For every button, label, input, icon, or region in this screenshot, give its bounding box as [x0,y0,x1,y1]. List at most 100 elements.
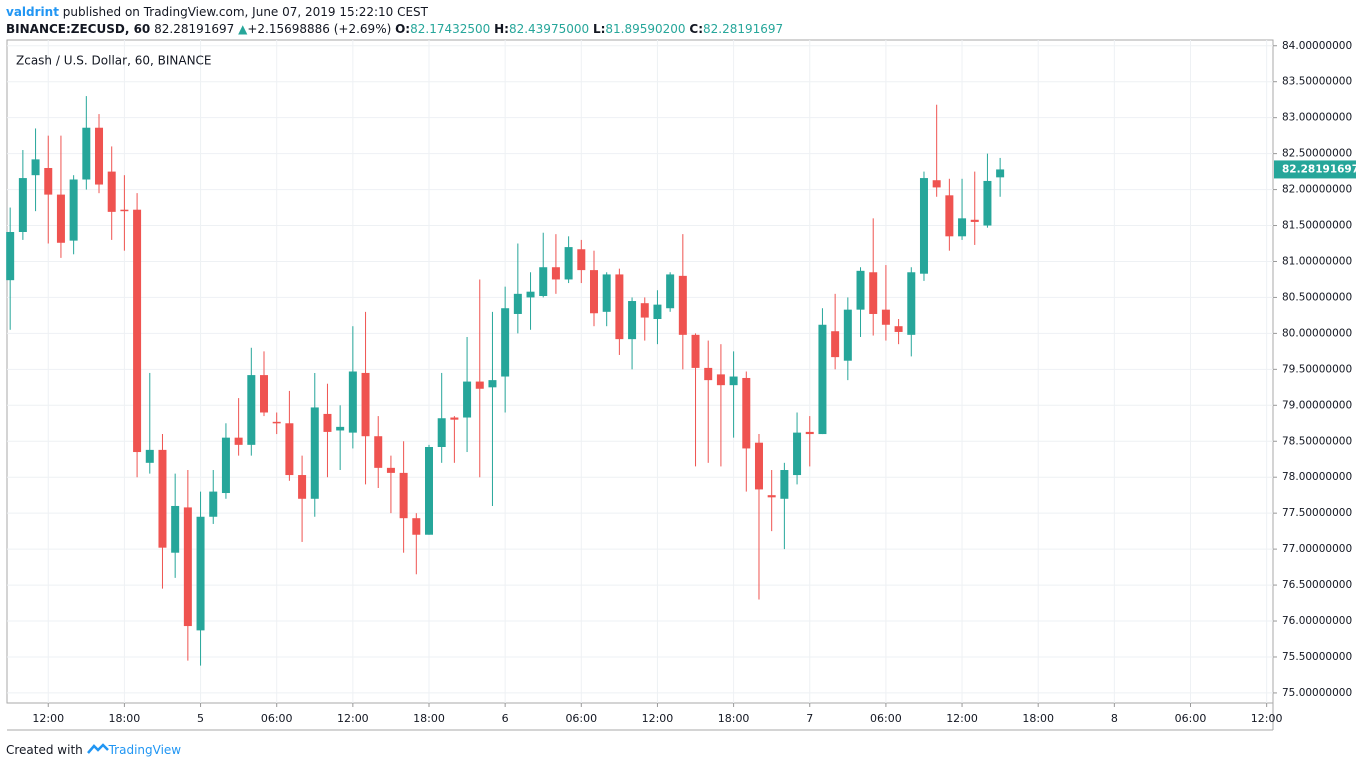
candle-body [82,127,91,180]
x-tick-label: 5 [197,712,204,725]
x-tick-label: 6 [502,712,509,725]
candle-body [945,195,954,237]
candle-body [361,372,370,437]
candle-body [437,418,446,448]
l-label: L: [592,22,606,36]
candle-body [298,475,307,499]
candle-body [310,407,319,499]
candle-body [158,449,167,548]
candle-body [501,308,510,377]
x-tick-label: 18:00 [109,712,141,725]
candle-body [653,304,662,320]
y-tick-label: 81.00000000 [1282,255,1352,267]
h: 82.43975000 [508,22,590,36]
candle-body [666,274,675,309]
candle-body [716,374,725,386]
y-tick-label: 82.00000000 [1282,184,1352,196]
x-tick-label: 8 [1111,712,1118,725]
candle-body [919,178,928,274]
x-tick-label: 12:00 [32,712,64,725]
candle-body [120,209,129,212]
c-label: C: [689,22,704,36]
candle-body [805,431,814,435]
x-tick-label: 18:00 [1022,712,1054,725]
candle-body [272,421,281,424]
y-tick-label: 77.50000000 [1282,507,1352,519]
candle-body [412,518,421,535]
quote-line: BINANCE:ZECUSD, 60 82.28191697 ▲+2.15698… [6,21,783,38]
candle-body [323,413,332,432]
y-tick-label: 79.00000000 [1282,399,1352,411]
candle-body [145,449,154,463]
grid [7,40,1273,703]
logo [86,743,109,754]
candle-body [678,275,687,335]
candle-body [589,270,598,314]
candle-body [285,423,294,476]
y-tick-label: 75.50000000 [1282,651,1352,663]
y-tick-label: 82.50000000 [1282,148,1352,160]
l: 81.89590200 [605,22,686,36]
candle-body [209,491,218,517]
plot-frame [6,39,1274,704]
candle-body [488,380,497,388]
x-tick-label: 12:00 [642,712,674,725]
candle-body [526,291,535,298]
chart-title: Zcash / U.S. Dollar, 60, BINANCE [16,54,212,68]
symbol: BINANCE:ZECUSD, 60 [6,22,151,36]
y-tick-label: 76.50000000 [1282,579,1352,591]
x-tick-label: 06:00 [870,712,902,725]
candle-body [234,437,243,445]
x-tick-label: 12:00 [1251,712,1283,725]
brand[interactable]: TradingView [108,743,182,757]
candle-body [475,381,484,389]
candle-body [996,169,1005,178]
arrow: ▲ [238,22,248,36]
candle-body [18,178,27,232]
price-label: 82.28191697 [1282,163,1359,175]
candle-body [970,219,979,222]
candle-body [856,270,865,310]
candle-body [843,309,852,361]
x-tick-label: 18:00 [413,712,445,725]
candles [6,96,1005,666]
candle-body [793,432,802,476]
y-tick-label: 83.50000000 [1282,76,1352,88]
publish-line: valdrint published on TradingView.com, J… [6,4,783,21]
candle-body [6,231,15,281]
candle-body [602,274,611,312]
candle-body [691,334,700,368]
candle-body [107,171,116,212]
x-tick-label: 06:00 [261,712,293,725]
candle-body [425,447,433,535]
o: 82.17432500 [410,22,491,36]
candle-body [742,377,751,449]
candle-body [196,516,205,631]
candle-body [831,331,840,358]
candle-body [133,209,142,453]
candle-body [374,436,383,468]
candle-body [869,272,878,314]
change: +2.15698886 (+2.69%) [247,22,392,36]
candle-body [551,267,560,280]
user[interactable]: valdrint [6,5,59,19]
price-label-box [1274,160,1356,179]
published: published on TradingView.com, June 07, 2… [62,5,428,19]
candle-body [450,417,459,420]
y-tick-label: 78.50000000 [1282,435,1352,447]
candle-body [640,303,649,318]
candle-body [564,247,573,280]
h-label: H: [494,22,509,36]
y-tick-label: 80.00000000 [1282,327,1352,339]
candle-body [754,442,763,490]
y-tick-label: 77.00000000 [1282,543,1352,555]
x-tick-label: 06:00 [565,712,597,725]
x-tick-label: 18:00 [718,712,750,725]
footer: Created with TradingView [6,742,181,757]
candle-body [958,218,967,237]
candle-body [628,301,637,340]
candle-body [767,495,776,498]
created: Created with [6,743,83,757]
